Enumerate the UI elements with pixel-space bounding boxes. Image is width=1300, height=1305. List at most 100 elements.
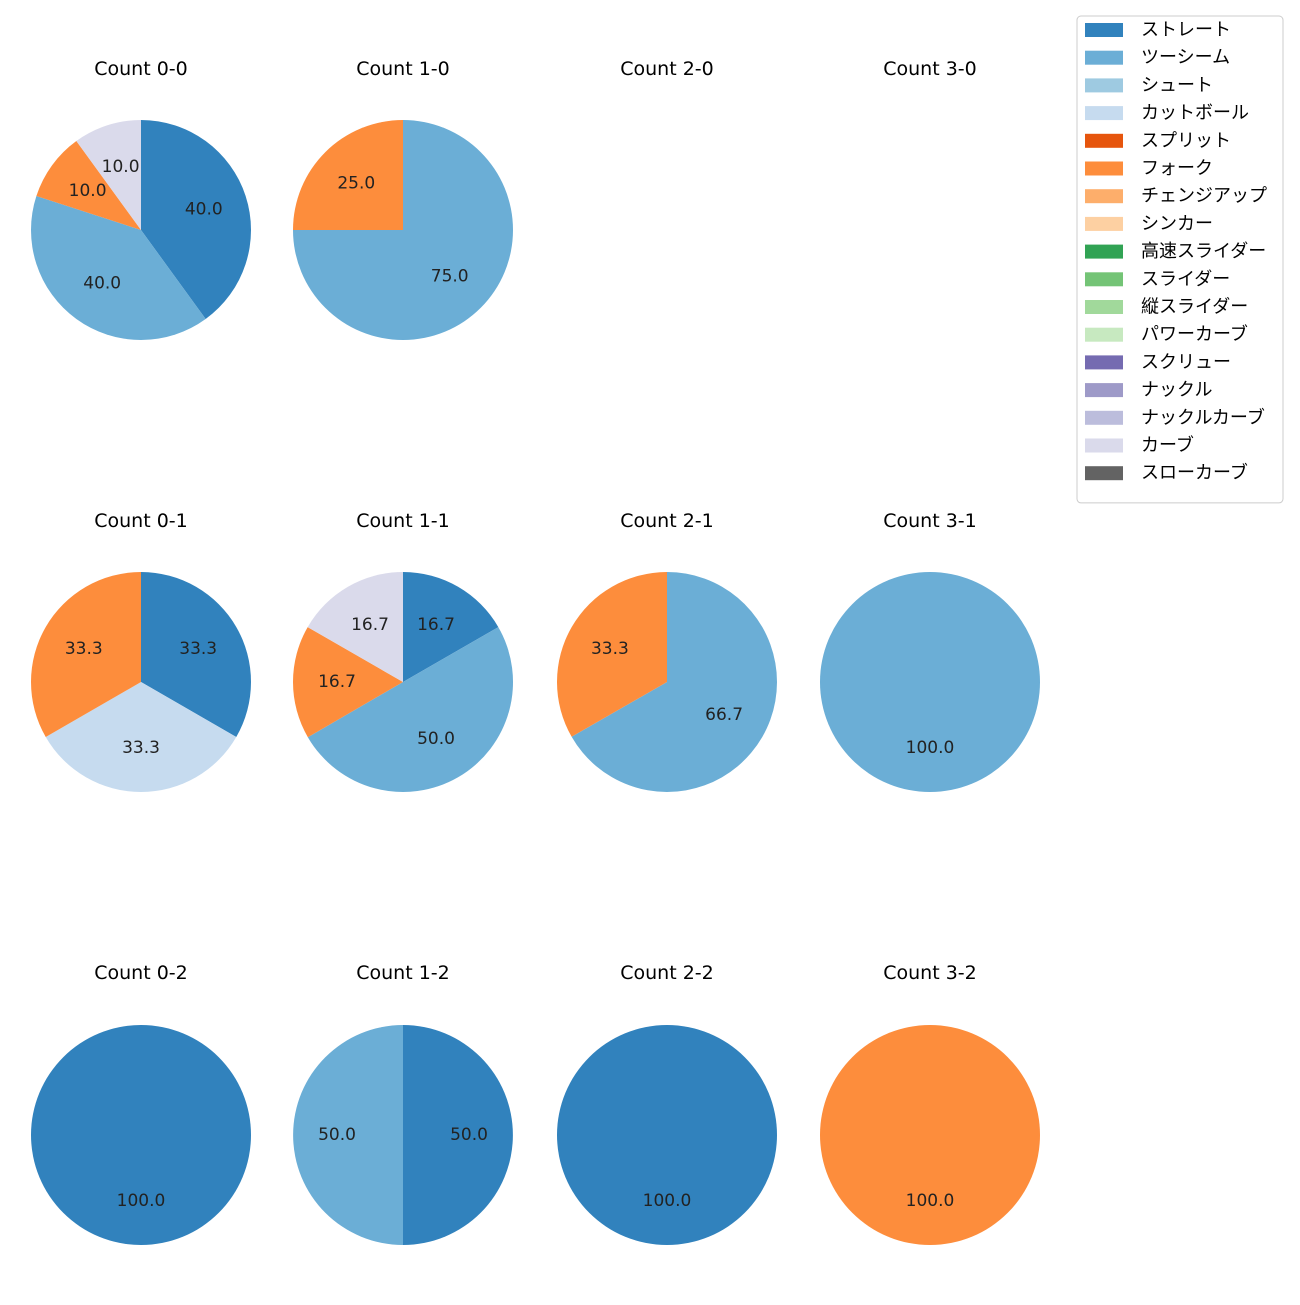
slice-label: 100.0 [643,1191,692,1211]
pie-slice [293,120,403,230]
slice-label: 50.0 [417,729,455,749]
pie-panel: Count 0-2 100.0 [31,962,251,1245]
pie-slice [30,196,206,341]
pie-slice [557,1025,777,1245]
legend: ストレートツーシームシュートカットボールスプリットフォークチェンジアップシンカー… [1076,15,1284,504]
panel-title: Count 0-2 [94,962,188,984]
legend-label: シュート [1141,75,1213,96]
pie-slice [45,682,237,792]
panel-title: Count 2-1 [620,510,714,532]
legend-swatch [1085,355,1123,370]
slice-label: 16.7 [417,615,455,635]
legend-label: カットボール [1141,103,1249,124]
legend-label: スプリット [1141,130,1231,151]
legend-label: ストレート [1141,20,1231,41]
slice-label: 33.3 [65,639,103,659]
pie-panel: Count 3-1 100.0 [820,510,1040,792]
slice-label: 100.0 [117,1191,166,1211]
pie-panel: Count 3-0 [883,58,977,80]
legend-label: スローカーブ [1141,462,1248,484]
slice-label: 50.0 [318,1125,356,1145]
slice-label: 66.7 [705,705,743,725]
legend-label: ツーシーム [1141,47,1230,68]
legend-swatch [1085,78,1123,93]
panel-title: Count 3-0 [883,58,977,80]
pie-panel: Count 0-1 33.3 33.3 33.3 [31,510,251,792]
legend-swatch [1085,410,1123,425]
pie-slice [307,572,403,682]
legend-label: フォーク [1141,158,1213,179]
pie-slice [293,1025,403,1245]
legend-swatch [1085,466,1123,481]
legend-swatch [1085,106,1123,121]
legend-label: スライダー [1141,269,1230,290]
slice-label: 100.0 [906,1191,955,1211]
pie-panel: Count 1-0 75.0 25.0 [293,58,513,340]
legend-label: パワーカーブ [1141,323,1248,345]
pie-slice [820,572,1040,792]
pie-slice [820,1025,1040,1245]
slice-label: 10.0 [69,181,107,201]
legend-swatch [1085,216,1123,231]
slice-label: 75.0 [431,267,469,287]
legend-swatch [1085,23,1123,37]
pie-panel: Count 3-2 100.0 [820,962,1040,1245]
legend-label: スクリュー [1141,352,1231,373]
slice-label: 40.0 [185,200,223,220]
legend-label: シンカー [1141,213,1213,234]
legend-label: ナックル [1141,380,1212,401]
slice-label: 100.0 [906,738,955,758]
legend-swatch [1085,161,1123,176]
legend-label: カーブ [1141,434,1194,456]
legend-label: 縦スライダー [1141,297,1248,318]
slice-label: 40.0 [83,273,121,293]
legend-swatch [1085,244,1123,259]
legend-swatch [1085,300,1123,314]
panel-title: Count 2-2 [620,962,714,984]
slice-label: 50.0 [450,1125,488,1145]
pie-slice [76,120,141,230]
pie-slice [403,1025,513,1245]
panel-title: Count 1-2 [356,962,450,984]
pie-panel: Count 1-2 50.0 50.0 [293,962,513,1245]
slice-label: 10.0 [102,157,140,177]
pie-slice [292,627,403,738]
slice-label: 16.7 [318,672,356,692]
legend-swatch [1085,189,1123,204]
panel-title: Count 1-0 [356,58,450,80]
pie-slice [556,572,667,737]
pie-slice [571,572,777,792]
panel-title: Count 0-0 [94,58,188,80]
slice-label: 25.0 [337,173,375,193]
legend-swatch [1085,327,1123,342]
legend-label: ナックルカーブ [1141,406,1265,428]
legend-swatch [1085,438,1123,453]
legend-swatch [1085,383,1123,398]
slice-label: 33.3 [591,639,629,659]
pie-panel: Count 2-0 [620,58,714,80]
pie-panel: Count 0-0 40.0 40.0 10.0 10.0 [30,58,252,341]
legend-frame [1076,15,1284,504]
panel-title: Count 3-1 [883,510,977,532]
panel-title: Count 3-2 [883,962,977,984]
pie-slice [307,627,514,793]
pie-slice [31,572,142,737]
legend-label: チェンジアップ [1141,186,1267,207]
slice-label: 33.3 [122,738,160,758]
panel-title: Count 1-1 [356,510,450,532]
panel-title: Count 2-0 [620,58,714,80]
legend-swatch [1085,272,1123,287]
slice-label: 16.7 [351,615,389,635]
pie-slice [36,141,141,230]
pie-panel: Count 2-1 66.7 33.3 [556,510,777,792]
panel-title: Count 0-1 [94,510,188,532]
pie-slice [403,572,499,682]
pie-slice [141,120,252,319]
pie-slice [141,572,251,737]
legend-swatch [1085,133,1123,148]
legend-label: 高速スライダー [1141,241,1266,262]
pie-panel: Count 2-2 100.0 [557,962,777,1245]
legend-swatch [1085,50,1123,65]
